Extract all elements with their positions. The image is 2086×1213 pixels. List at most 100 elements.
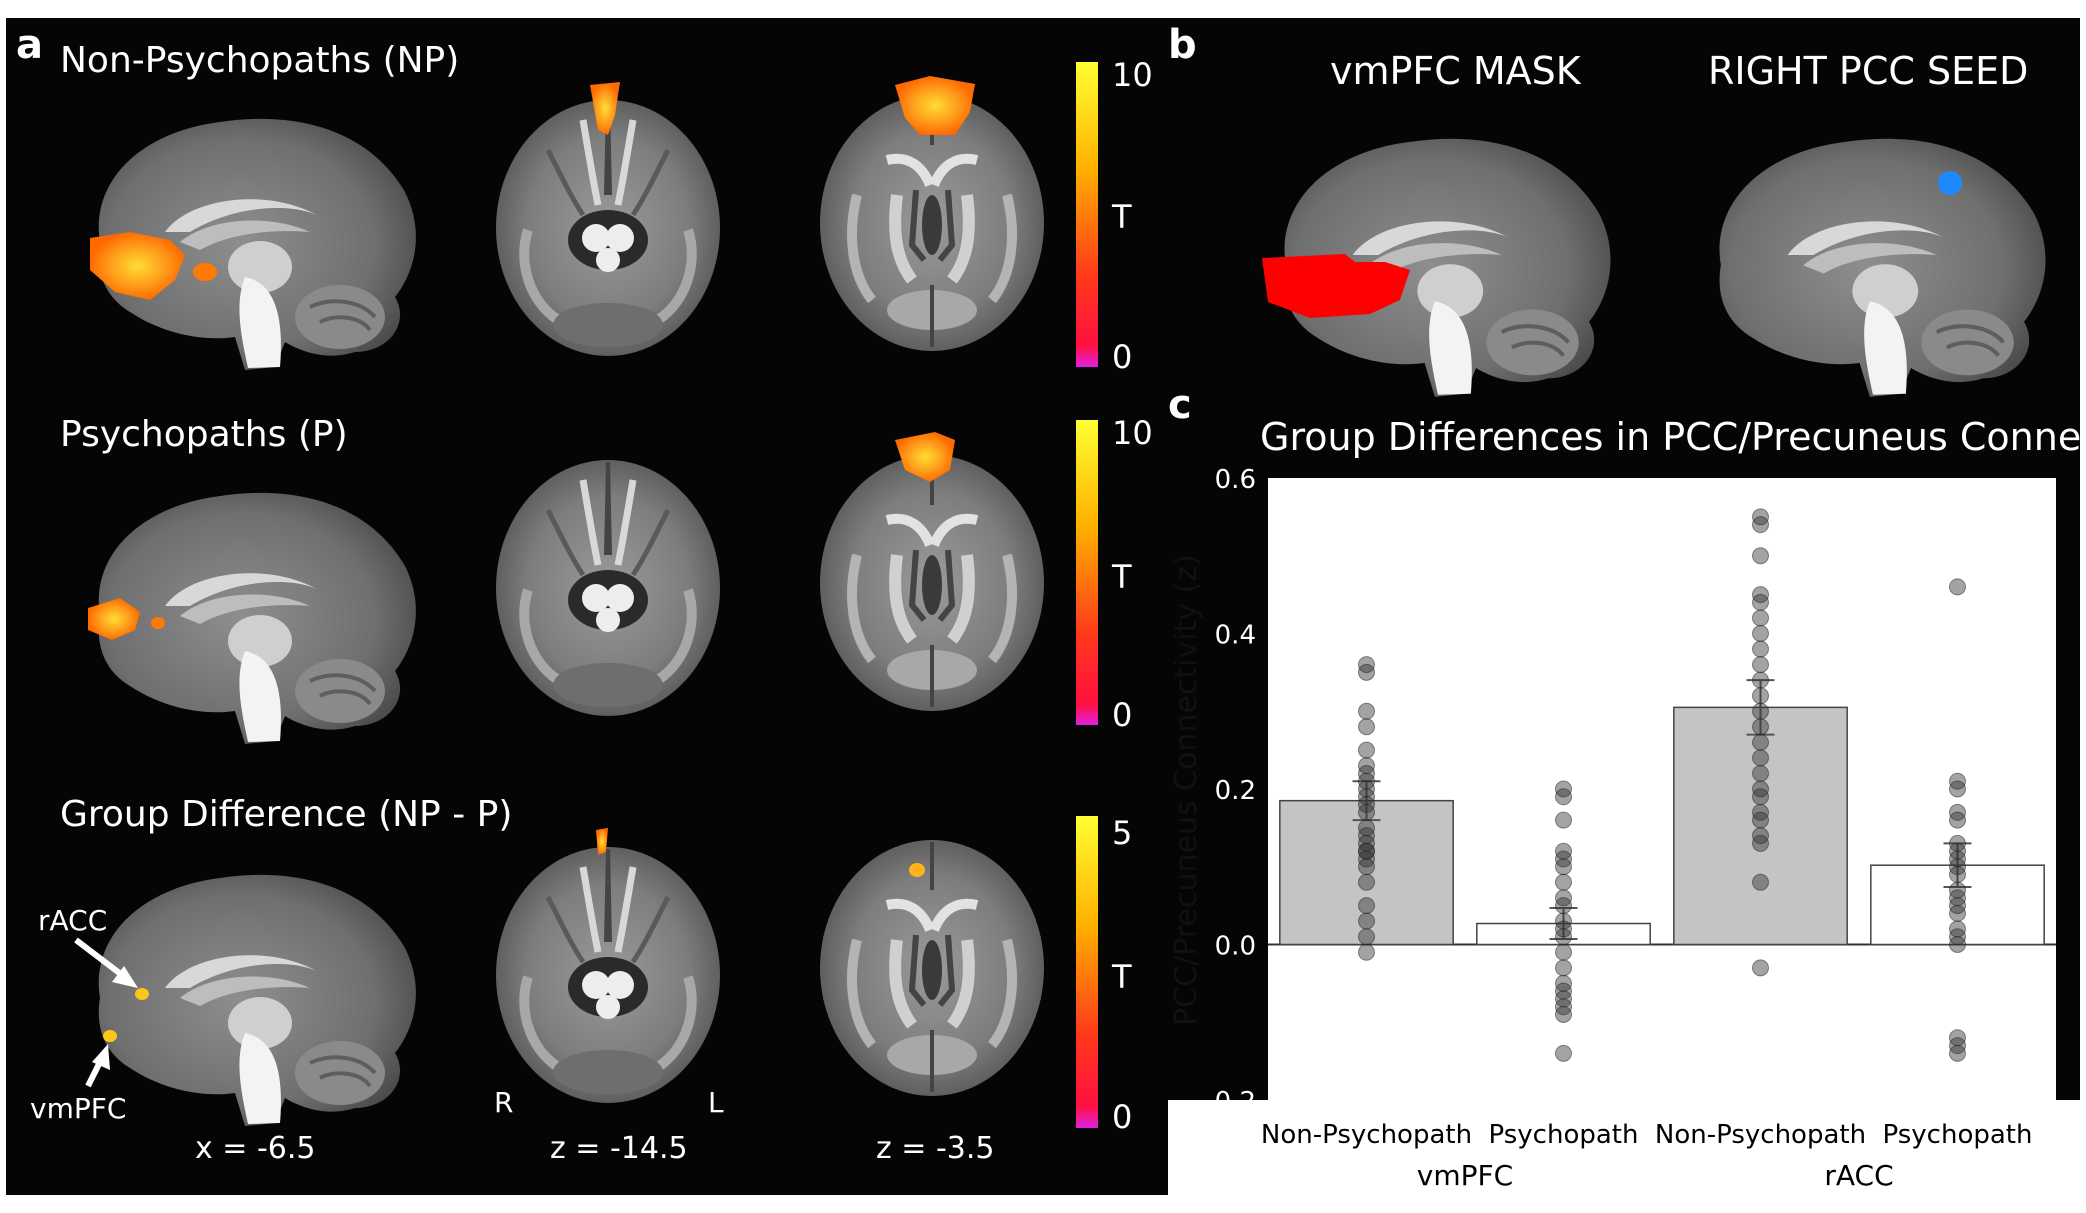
data-point <box>1358 741 1375 759</box>
colorbar-max: 10 <box>1112 56 1153 94</box>
x-label-area <box>1168 1100 2080 1195</box>
activation-blob <box>193 263 217 281</box>
data-point <box>1752 609 1769 627</box>
x-tick-label: Psychopath <box>1489 1120 1639 1150</box>
data-point <box>1358 858 1375 876</box>
data-point <box>1752 547 1769 565</box>
data-point <box>1752 749 1769 767</box>
sagittal-slice-p <box>88 490 418 746</box>
colorbar-p: 10 T 0 <box>1076 414 1153 734</box>
activation-blob <box>103 1030 117 1042</box>
y-tick-label: 0.4 <box>1215 621 1256 651</box>
activation-blob <box>151 617 165 629</box>
activation-blob <box>909 863 925 877</box>
axial-slice-p-superior <box>820 432 1044 711</box>
data-point <box>1752 640 1769 658</box>
colorbar-difference: 5 T 0 <box>1076 814 1132 1136</box>
sagittal-vmpfc-mask <box>1262 139 1611 397</box>
row-title-group-difference: Group Difference (NP - P) <box>60 794 512 835</box>
data-point <box>1555 959 1572 977</box>
axial-slice-difference-superior <box>820 840 1044 1096</box>
data-point <box>1555 1044 1572 1062</box>
data-point <box>1752 811 1769 829</box>
arrowhead-vmpfc <box>92 1044 110 1070</box>
colorbar-max: 10 <box>1112 414 1153 452</box>
axial-slice-np-inferior <box>496 82 720 356</box>
data-point <box>1752 764 1769 782</box>
panel-c-label: c <box>1168 382 1192 428</box>
data-point <box>1752 516 1769 534</box>
y-tick-label: 0.6 <box>1215 465 1256 495</box>
data-point <box>1358 943 1375 961</box>
data-point <box>1555 811 1572 829</box>
colorbar-max: 5 <box>1112 814 1132 852</box>
panel-a-label: a <box>16 22 43 68</box>
activation-blob <box>90 232 185 300</box>
data-point <box>1752 625 1769 642</box>
plot-area <box>1268 478 2056 1100</box>
colorbar <box>1076 420 1098 725</box>
activation-blob <box>590 82 620 135</box>
arrowhead-racc <box>112 966 138 988</box>
bar <box>1279 799 1454 946</box>
activation-blob <box>596 828 608 855</box>
data-point <box>1752 788 1769 806</box>
label-racc: rACC <box>38 904 107 937</box>
data-point <box>1358 928 1375 946</box>
data-point <box>1358 702 1375 720</box>
x-tick-label: Psychopath <box>1883 1120 2033 1150</box>
data-point <box>1949 811 1966 829</box>
data-point <box>1555 897 1572 915</box>
data-point <box>1752 702 1769 720</box>
sagittal-pcc-seed <box>1720 139 2046 397</box>
data-point <box>1752 671 1769 689</box>
data-point <box>1949 1044 1966 1062</box>
bar <box>1673 706 1848 946</box>
data-point <box>1358 897 1375 915</box>
data-point <box>1555 1005 1572 1023</box>
axial-slice-np-superior <box>820 76 1044 351</box>
colorbar <box>1076 816 1098 1128</box>
title-vmpfc-mask: vmPFC MASK <box>1330 49 1582 93</box>
data-point <box>1358 803 1375 821</box>
data-point <box>1949 936 1966 953</box>
data-point <box>1752 593 1769 611</box>
data-point <box>1949 780 1966 798</box>
data-point <box>1752 656 1769 674</box>
arrow-racc <box>74 937 128 981</box>
x-group-label: rACC <box>1824 1159 1893 1192</box>
title-right-pcc-seed: RIGHT PCC SEED <box>1708 49 2028 93</box>
label-vmpfc: vmPFC <box>30 1092 126 1125</box>
y-axis-label: PCC/Precuneus Connectivity (z) <box>1169 554 1204 1026</box>
y-tick-label: 0.0 <box>1215 932 1256 962</box>
chart-title: Group Differences in PCC/Precuneus Conne… <box>1260 415 2086 459</box>
sagittal-slice-difference <box>96 872 418 1128</box>
sagittal-slice-np <box>90 116 418 372</box>
data-point <box>1358 912 1375 930</box>
colorbar-np: 10 T 0 <box>1076 56 1153 376</box>
orientation-right: R <box>494 1086 513 1119</box>
panel-b-label: b <box>1168 22 1197 68</box>
data-point <box>1752 687 1769 705</box>
colorbar-min: 0 <box>1112 1098 1132 1136</box>
data-point <box>1358 873 1375 891</box>
orientation-left: L <box>708 1086 724 1119</box>
data-point <box>1752 959 1769 977</box>
x-axis-labels: Non-Psychopath Psychopath Non-Psychopath Ps… <box>1261 1120 2033 1192</box>
data-point <box>1949 904 1966 922</box>
row-title-non-psychopaths: Non-Psychopaths (NP) <box>60 40 459 81</box>
data-point <box>1752 873 1769 891</box>
coordinate-x: x = -6.5 <box>195 1131 316 1166</box>
data-point <box>1555 858 1572 876</box>
data-point <box>1949 578 1966 596</box>
colorbar-mid: T <box>1111 198 1132 236</box>
colorbar-mid: T <box>1111 958 1132 996</box>
colorbar-min: 0 <box>1112 696 1132 734</box>
x-tick-label: Non-Psychopath <box>1261 1120 1472 1150</box>
coordinate-z2: z = -3.5 <box>876 1131 995 1166</box>
vmpfc-mask-region <box>1262 254 1410 318</box>
data-point <box>1752 733 1769 751</box>
data-point <box>1358 663 1375 681</box>
data-point <box>1555 873 1572 891</box>
activation-blob <box>895 76 975 135</box>
